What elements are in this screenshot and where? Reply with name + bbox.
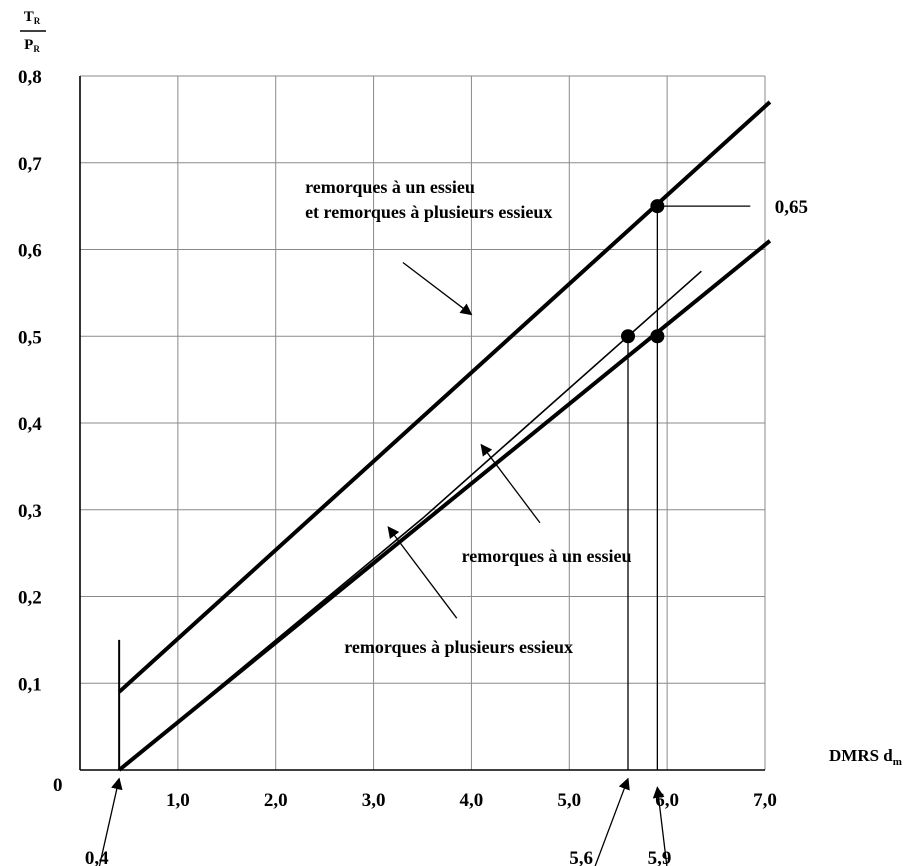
tick-labels: 1,0 2,0 3,0 4,0 5,0 6,0 7,00,10,20,30,40,50,60… <box>18 67 777 811</box>
series-line-multi <box>117 239 772 772</box>
x-tick-label: 1,0 <box>166 790 190 811</box>
data-point-marker <box>621 329 635 344</box>
value-label: 0,65 <box>775 197 808 218</box>
grid <box>79 75 766 771</box>
annotation-arrow <box>480 443 541 524</box>
y-tick-label: 0,1 <box>18 674 42 695</box>
pointer-arrow <box>652 786 668 866</box>
annotation-text: remorques à un essieu et remorques à plus… <box>305 177 552 222</box>
y-axis-label-denominator: PR <box>24 37 40 54</box>
x-tick-label: 3,0 <box>362 790 386 811</box>
y-tick-label: 0,6 <box>18 241 42 262</box>
axes: TR PR DMRS dm 0 <box>20 9 902 796</box>
annotation-arrow <box>402 261 473 316</box>
series-line-upper <box>117 100 772 694</box>
y-axis-label-numerator: TR <box>24 9 41 26</box>
value-label: 5,9 <box>648 848 672 866</box>
annotation-text: remorques à un essieu <box>462 546 632 566</box>
data-point-marker <box>650 329 665 344</box>
annotation-line: remorques à un essieu <box>305 177 475 197</box>
series-line-single <box>118 270 702 771</box>
pointer-arrow <box>98 777 123 866</box>
y-tick-label: 0,2 <box>18 588 42 609</box>
x-tick-label: 7,0 <box>753 790 777 811</box>
y-tick-label: 0,5 <box>18 327 42 348</box>
data-markers <box>621 199 665 344</box>
reference-lines <box>627 205 751 770</box>
y-tick-label: 0,4 <box>18 414 42 435</box>
x-tick-label: 5,0 <box>557 790 581 811</box>
series-lines <box>117 100 772 772</box>
annotation-line: et remorques à plusieurs essieux <box>305 202 552 222</box>
x-tick-label: 2,0 <box>264 790 288 811</box>
value-label: 0,4 <box>85 848 109 866</box>
pointer-arrow <box>594 777 630 866</box>
annotation-line: remorques à plusieurs essieux <box>344 637 573 657</box>
value-label: 5,6 <box>569 848 593 866</box>
x-tick-label: 4,0 <box>460 790 484 811</box>
data-point-marker <box>650 199 665 214</box>
annotation-arrow <box>387 526 458 619</box>
x-axis-label: DMRS dm <box>829 746 902 768</box>
x-axis-label-sub: m <box>893 756 902 768</box>
annotation-line: remorques à un essieu <box>462 546 632 566</box>
annotations: 0,65 0,4 5,6 5,9 remorques à un essieu et rem… <box>85 177 808 866</box>
y-axis-label-denominator-sub: R <box>33 44 40 54</box>
annotation-text: remorques à plusieurs essieux <box>344 637 573 657</box>
y-tick-label: 0,7 <box>18 154 42 175</box>
origin-label: 0 <box>53 775 63 796</box>
y-axis-label-numerator-sub: R <box>34 16 41 26</box>
y-tick-label: 0,8 <box>18 67 42 88</box>
y-tick-label: 0,3 <box>18 501 42 522</box>
